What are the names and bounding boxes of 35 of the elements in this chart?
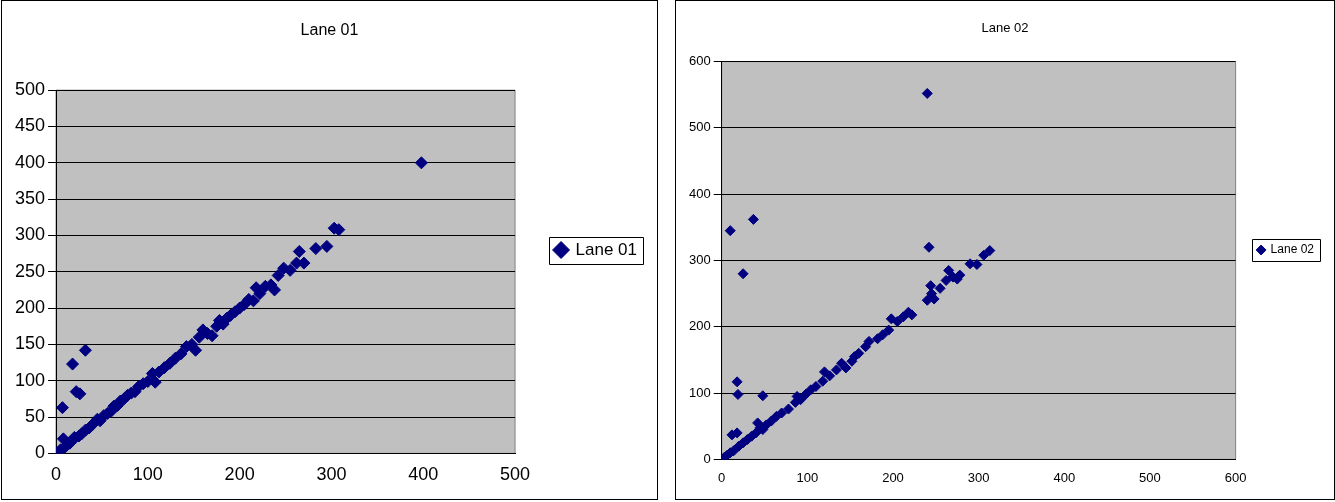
y-tick-label: 400: [14, 151, 46, 172]
x-tick-label: 200: [224, 464, 255, 485]
x-tick-label: 0: [51, 464, 62, 485]
y-tick-label: 100: [14, 369, 46, 390]
y-tick-label: 500: [688, 119, 711, 135]
legend-label: Lane 02: [1270, 242, 1315, 257]
y-tick-label: 100: [688, 384, 711, 400]
y-tick-label: 500: [14, 79, 46, 100]
y-tick-label: 50: [25, 406, 46, 427]
x-tick-label: 300: [316, 464, 347, 485]
x-tick-label: 300: [967, 469, 990, 485]
x-tick-label: 200: [882, 469, 904, 485]
chart-title: Lane 02: [981, 20, 1029, 36]
y-tick-label: 350: [14, 188, 46, 209]
x-tick-label: 100: [796, 469, 819, 485]
x-tick-label: 500: [500, 464, 531, 485]
y-tick-label: 600: [688, 53, 711, 69]
chart-title: Lane 01: [300, 21, 359, 39]
x-tick-label: 500: [1139, 469, 1161, 485]
y-tick-label: 300: [14, 224, 46, 245]
legend-label: Lane 01: [575, 239, 637, 259]
y-tick-label: 400: [688, 185, 711, 201]
x-tick-label: 0: [718, 469, 726, 485]
y-tick-label: 200: [14, 297, 46, 318]
y-tick-label: 0: [703, 450, 711, 466]
y-tick-label: 450: [14, 115, 46, 136]
x-tick-label: 400: [1053, 469, 1076, 485]
y-tick-label: 0: [35, 442, 46, 463]
x-tick-label: 100: [132, 464, 163, 485]
x-tick-label: 600: [1224, 469, 1247, 485]
y-tick-label: 200: [688, 318, 711, 334]
y-tick-label: 150: [14, 333, 46, 354]
y-tick-label: 250: [14, 260, 46, 281]
y-tick-label: 300: [688, 252, 711, 268]
x-tick-label: 400: [408, 464, 439, 485]
